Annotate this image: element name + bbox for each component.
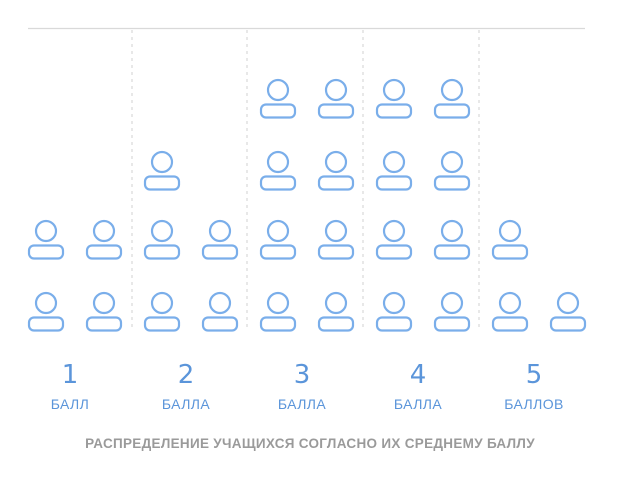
person-body bbox=[375, 244, 413, 260]
person-head bbox=[34, 291, 58, 315]
person-body bbox=[375, 316, 413, 332]
person-head bbox=[92, 219, 116, 243]
person-body bbox=[85, 316, 123, 332]
category-number: 4 bbox=[410, 360, 427, 390]
person-icon bbox=[259, 78, 297, 119]
pictogram-chart: 1 БАЛЛ 2 БАЛЛА 3 БАЛЛА 4 БАЛЛА 5 БАЛЛОВ bbox=[27, 27, 587, 412]
person-icon bbox=[143, 219, 181, 260]
person-head bbox=[498, 291, 522, 315]
person-body bbox=[375, 175, 413, 191]
person-head bbox=[440, 291, 464, 315]
person-head bbox=[208, 291, 232, 315]
category-number: 3 bbox=[294, 360, 311, 390]
person-head bbox=[324, 219, 348, 243]
person-body bbox=[317, 175, 355, 191]
person-head bbox=[208, 219, 232, 243]
person-icon bbox=[27, 219, 65, 260]
person-icon bbox=[491, 291, 529, 332]
person-head bbox=[382, 150, 406, 174]
person-body bbox=[85, 244, 123, 260]
person-icon bbox=[143, 291, 181, 332]
person-icon bbox=[201, 291, 239, 332]
category-number: 5 bbox=[526, 360, 543, 390]
person-body bbox=[491, 316, 529, 332]
person-head bbox=[150, 291, 174, 315]
person-icon bbox=[375, 291, 413, 332]
person-head bbox=[266, 219, 290, 243]
person-head bbox=[150, 219, 174, 243]
person-head bbox=[440, 150, 464, 174]
person-body bbox=[143, 175, 181, 191]
person-head bbox=[324, 291, 348, 315]
person-icon bbox=[375, 219, 413, 260]
person-head bbox=[324, 78, 348, 102]
person-body bbox=[433, 244, 471, 260]
person-body bbox=[433, 175, 471, 191]
person-body bbox=[375, 103, 413, 119]
person-body bbox=[259, 244, 297, 260]
person-icon bbox=[433, 291, 471, 332]
person-head bbox=[556, 291, 580, 315]
person-body bbox=[317, 316, 355, 332]
person-icon bbox=[433, 78, 471, 119]
category-unit: БАЛЛА bbox=[278, 396, 327, 412]
person-icon bbox=[259, 219, 297, 260]
person-icon bbox=[491, 219, 529, 260]
person-body bbox=[259, 103, 297, 119]
person-body bbox=[27, 244, 65, 260]
person-body bbox=[201, 316, 239, 332]
person-head bbox=[498, 219, 522, 243]
person-icon bbox=[85, 219, 123, 260]
person-head bbox=[324, 150, 348, 174]
person-head bbox=[266, 291, 290, 315]
person-icon bbox=[259, 150, 297, 191]
person-icon bbox=[201, 219, 239, 260]
person-head bbox=[266, 150, 290, 174]
person-body bbox=[549, 316, 587, 332]
person-icon bbox=[549, 291, 587, 332]
person-body bbox=[317, 244, 355, 260]
person-body bbox=[143, 244, 181, 260]
person-icon bbox=[317, 150, 355, 191]
person-head bbox=[266, 78, 290, 102]
person-head bbox=[92, 291, 116, 315]
person-icon bbox=[259, 291, 297, 332]
person-body bbox=[491, 244, 529, 260]
person-body bbox=[201, 244, 239, 260]
category-unit: БАЛЛА bbox=[162, 396, 211, 412]
person-body bbox=[143, 316, 181, 332]
person-icon bbox=[143, 150, 181, 191]
person-head bbox=[440, 78, 464, 102]
person-icon bbox=[433, 150, 471, 191]
person-head bbox=[382, 219, 406, 243]
person-head bbox=[382, 291, 406, 315]
person-head bbox=[382, 78, 406, 102]
person-body bbox=[433, 103, 471, 119]
category-unit: БАЛЛ bbox=[51, 396, 90, 412]
person-icon bbox=[317, 219, 355, 260]
person-body bbox=[317, 103, 355, 119]
person-head bbox=[34, 219, 58, 243]
person-body bbox=[433, 316, 471, 332]
category-unit: БАЛЛА bbox=[394, 396, 443, 412]
category-unit: БАЛЛОВ bbox=[504, 396, 564, 412]
person-icon bbox=[317, 291, 355, 332]
person-body bbox=[27, 316, 65, 332]
person-icon bbox=[27, 291, 65, 332]
chart-title: РАСПРЕДЕЛЕНИЕ УЧАЩИХСЯ СОГЛАСНО ИХ СРЕДН… bbox=[85, 436, 535, 451]
person-icon bbox=[85, 291, 123, 332]
person-icon bbox=[375, 150, 413, 191]
person-head bbox=[440, 219, 464, 243]
category-number: 2 bbox=[178, 360, 195, 390]
person-icon bbox=[375, 78, 413, 119]
person-head bbox=[150, 150, 174, 174]
person-icon bbox=[433, 219, 471, 260]
person-body bbox=[259, 175, 297, 191]
person-body bbox=[259, 316, 297, 332]
person-icon bbox=[317, 78, 355, 119]
category-number: 1 bbox=[62, 360, 79, 390]
